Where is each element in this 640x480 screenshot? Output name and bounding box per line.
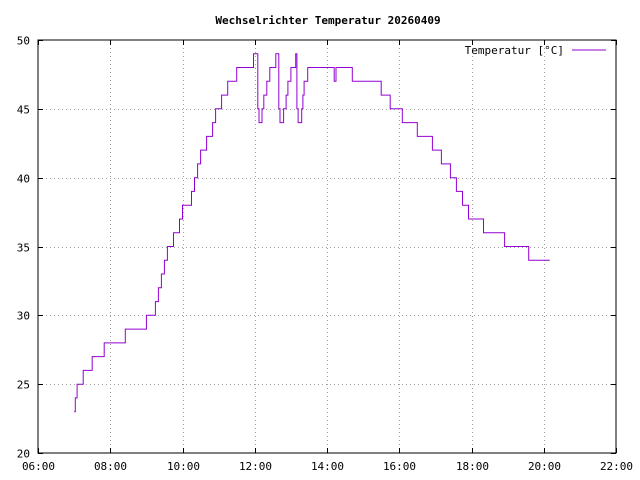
legend: Temperatur [°C] bbox=[465, 44, 606, 57]
y-tick-label: 20 bbox=[17, 448, 30, 461]
x-tick-label: 14:00 bbox=[311, 460, 344, 473]
x-tick-label: 16:00 bbox=[383, 460, 416, 473]
series-layer bbox=[74, 53, 550, 413]
x-tick-label: 18:00 bbox=[456, 460, 489, 473]
x-tick-label: 10:00 bbox=[167, 460, 200, 473]
x-tick-label: 12:00 bbox=[239, 460, 272, 473]
y-tick-label: 30 bbox=[17, 310, 30, 323]
x-tick-label: 22:00 bbox=[600, 460, 633, 473]
y-tick-label: 25 bbox=[17, 379, 30, 392]
x-tick-label: 06:00 bbox=[22, 460, 55, 473]
legend-label: Temperatur [°C] bbox=[465, 44, 564, 57]
y-tick-label: 40 bbox=[17, 173, 30, 186]
grid-lines bbox=[38, 40, 616, 453]
y-tick-label: 45 bbox=[17, 104, 30, 117]
y-tick-label: 35 bbox=[17, 242, 30, 255]
x-tick-label: 20:00 bbox=[528, 460, 561, 473]
x-tick-label: 08:00 bbox=[94, 460, 127, 473]
series-line bbox=[74, 53, 550, 413]
chart-title: Wechselrichter Temperatur 20260409 bbox=[215, 14, 440, 27]
y-tick-label: 50 bbox=[17, 35, 30, 48]
axis-ticks: 06:00 08:00 10:00 12:00 14:00 16:00 18:00 20:00… bbox=[17, 35, 633, 474]
